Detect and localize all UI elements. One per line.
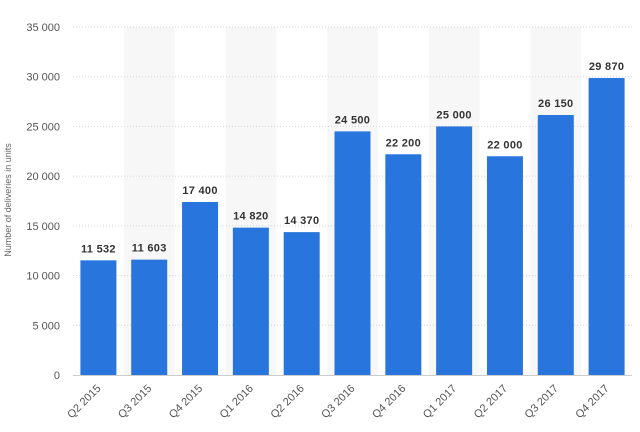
data-label: 11 603 — [132, 243, 167, 255]
y-tick-label: 25 000 — [26, 121, 60, 133]
x-tick-label: Q2 2016 — [268, 383, 306, 421]
x-tick-label: Q1 2016 — [218, 383, 256, 421]
x-tick-label: Q4 2015 — [167, 383, 205, 421]
bar — [232, 227, 269, 375]
bar — [537, 114, 574, 375]
bar — [385, 154, 422, 375]
x-tick-label: Q2 2015 — [65, 383, 103, 421]
data-label: 25 000 — [436, 109, 471, 121]
y-tick-label: 5 000 — [32, 320, 60, 332]
bar — [588, 78, 625, 375]
x-tick-label: Q3 2017 — [523, 383, 561, 421]
x-tick-label: Q4 2016 — [370, 383, 408, 421]
y-tick-label: 15 000 — [26, 221, 60, 233]
data-label: 22 200 — [386, 137, 421, 149]
bar — [486, 156, 523, 375]
bar — [283, 232, 320, 375]
data-label: 24 500 — [335, 114, 370, 126]
y-tick-label: 30 000 — [26, 72, 60, 84]
data-label: 26 150 — [538, 98, 573, 110]
y-tick-label: 20 000 — [26, 171, 60, 183]
data-label: 14 370 — [284, 215, 319, 227]
x-tick-label: Q4 2017 — [573, 383, 611, 421]
bar — [334, 131, 371, 375]
y-axis-ticks: 0 5 000 10 000 15 000 20 000 25 000 30 000 35 0… — [26, 22, 60, 382]
x-tick-label: Q3 2015 — [116, 383, 154, 421]
data-label: 22 000 — [487, 139, 522, 151]
y-tick-label: 10 000 — [26, 271, 60, 283]
data-label: 11 532 — [81, 243, 116, 255]
bar — [436, 126, 473, 375]
x-tick-label: Q1 2017 — [421, 383, 459, 421]
y-tick-label: 35 000 — [26, 22, 60, 34]
x-axis-ticks: Q2 2015 Q3 2015 Q4 2015 Q1 2016 Q2 2016 Q3 20… — [65, 383, 612, 421]
bar — [80, 260, 117, 375]
y-tick-label: 0 — [54, 370, 60, 382]
x-tick-label: Q2 2017 — [472, 383, 510, 421]
data-label: 17 400 — [182, 185, 217, 197]
data-labels: 11 532 11 603 17 400 14 820 14 370 24 500 22 2… — [81, 61, 624, 255]
data-label: 29 870 — [589, 61, 624, 73]
bars — [80, 78, 625, 375]
bar — [182, 201, 219, 375]
x-tick-label: Q3 2016 — [319, 383, 357, 421]
bar — [131, 259, 168, 375]
y-axis-title: Number of deliveries in units — [3, 143, 13, 257]
data-label: 14 820 — [233, 211, 268, 223]
